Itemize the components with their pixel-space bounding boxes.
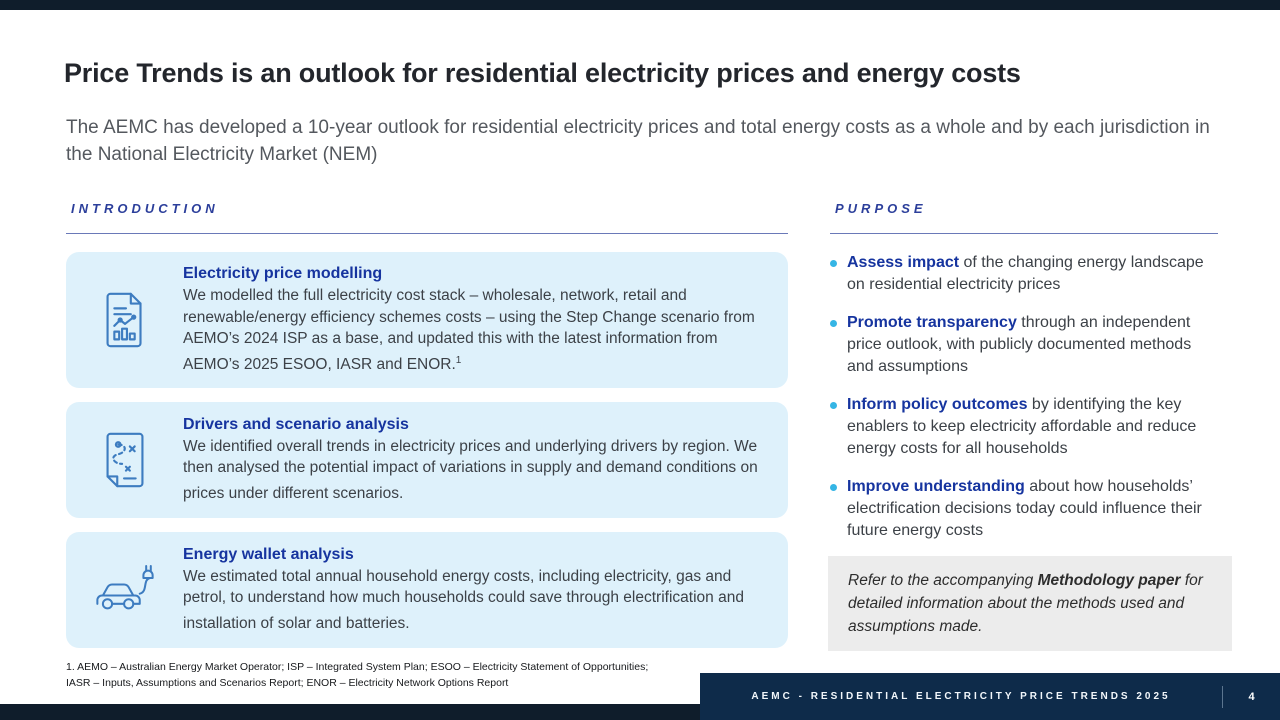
document-chart-icon <box>66 289 183 351</box>
card-title: Electricity price modelling <box>183 265 383 282</box>
footer-title: AEMC - RESIDENTIAL ELECTRICITY PRICE TRE… <box>751 691 1171 702</box>
purpose-bullet-inform-policy-outcomes: Inform policy outcomes by identifying th… <box>830 394 1218 460</box>
bullet-text: of the changing energy landscape on resi… <box>847 254 1204 293</box>
top-border <box>0 0 1280 10</box>
card-text: Electricity price modelling We modelled … <box>183 252 788 388</box>
footnote: 1. AEMO – Australian Energy Market Opera… <box>66 661 649 689</box>
note-bold-text: Methodology paper <box>1037 572 1181 589</box>
bullet-lead: Promote transparency <box>847 314 1017 331</box>
bullet-text: about how households’ electrification de… <box>847 478 1202 539</box>
bullet-icon <box>830 320 837 327</box>
introduction-section: INTRODUCTION <box>66 200 788 649</box>
note-text: for detailed information about the metho… <box>848 572 1203 635</box>
bullet-text: by identifying the key enablers to keep … <box>847 396 1197 457</box>
page-title: Price Trends is an outlook for residenti… <box>64 58 1021 88</box>
card-text: Drivers and scenario analysis We identif… <box>183 403 788 518</box>
card-body: We modelled the full electricity cost st… <box>183 285 762 375</box>
purpose-bullet-improve-understanding: Improve understanding about how househol… <box>830 476 1218 542</box>
purpose-header: PURPOSE <box>830 200 1218 234</box>
purpose-bullet-promote-transparency: Promote transparency through an independ… <box>830 312 1218 378</box>
purpose-bullet-list: Assess impact of the changing energy lan… <box>830 252 1218 542</box>
card-electricity-price-modelling: Electricity price modelling We modelled … <box>66 252 788 389</box>
card-energy-wallet-analysis: Energy wallet analysis We estimated tota… <box>66 532 788 649</box>
bullet-icon <box>830 484 837 491</box>
bullet-lead: Inform policy outcomes <box>847 396 1028 413</box>
document-route-icon <box>66 429 183 491</box>
card-body-text: We modelled the full electricity cost st… <box>183 287 755 373</box>
card-text: Energy wallet analysis We estimated tota… <box>183 533 788 648</box>
purpose-label: PURPOSE <box>835 201 927 216</box>
bullet-icon <box>830 402 837 409</box>
bullet-lead: Assess impact <box>847 254 960 271</box>
bullet-text: through an independent price outlook, wi… <box>847 314 1192 375</box>
card-body: We estimated total annual household ener… <box>183 566 762 635</box>
bullet-lead: Improve understanding <box>847 478 1025 495</box>
note-text: Refer to the accompanying <box>848 572 1038 589</box>
introduction-label: INTRODUCTION <box>71 201 219 216</box>
card-drivers-scenario-analysis: Drivers and scenario analysis We identif… <box>66 402 788 519</box>
card-title: Energy wallet analysis <box>183 545 354 563</box>
footnote-reference: 1 <box>455 354 462 366</box>
methodology-note: Refer to the accompanying Methodology pa… <box>828 556 1232 651</box>
card-body-text: We identified overall trends in electric… <box>183 437 758 502</box>
page-subtitle: The AEMC has developed a 10-year outlook… <box>66 117 1210 165</box>
page-number: 4 <box>1248 690 1255 703</box>
introduction-header: INTRODUCTION <box>66 200 788 234</box>
card-title: Drivers and scenario analysis <box>183 415 409 433</box>
purpose-bullet-assess-impact: Assess impact of the changing energy lan… <box>830 252 1218 296</box>
introduction-cards: Electricity price modelling We modelled … <box>66 252 788 649</box>
card-body-text: We estimated total annual household ener… <box>183 567 744 632</box>
bullet-icon <box>830 260 837 267</box>
footer: AEMC - RESIDENTIAL ELECTRICITY PRICE TRE… <box>700 673 1280 720</box>
electric-car-plug-icon <box>66 560 183 620</box>
footer-divider <box>1222 685 1223 708</box>
purpose-section: PURPOSE Assess impact of the changing en… <box>828 200 1232 651</box>
card-body: We identified overall trends in electric… <box>183 436 762 505</box>
